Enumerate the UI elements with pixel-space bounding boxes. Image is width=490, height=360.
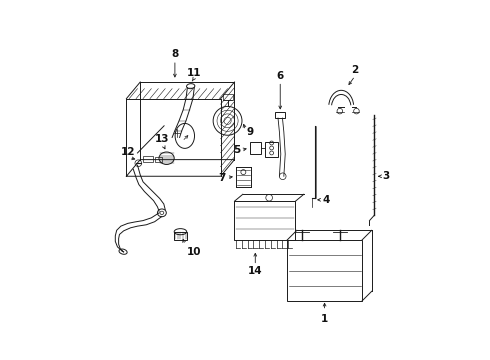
Bar [287,240,362,301]
Text: 12: 12 [121,147,135,157]
Bar [143,156,153,162]
Text: 13: 13 [155,134,170,144]
Text: 8: 8 [172,49,178,59]
Bar [265,141,278,157]
Bar [155,157,162,162]
Bar [222,94,233,100]
Bar [275,112,285,118]
Text: 14: 14 [248,266,263,276]
Bar [250,141,261,154]
Text: 11: 11 [187,68,201,78]
Text: 9: 9 [247,127,254,137]
Text: 2: 2 [351,65,359,75]
Text: 10: 10 [187,247,201,257]
Text: 1: 1 [321,314,328,324]
Bar [174,232,187,240]
Text: 5: 5 [233,145,240,155]
Text: 3: 3 [383,171,390,181]
Text: 4: 4 [322,195,330,205]
Bar [235,201,295,240]
Text: 7: 7 [218,173,225,183]
Text: 6: 6 [277,71,284,81]
